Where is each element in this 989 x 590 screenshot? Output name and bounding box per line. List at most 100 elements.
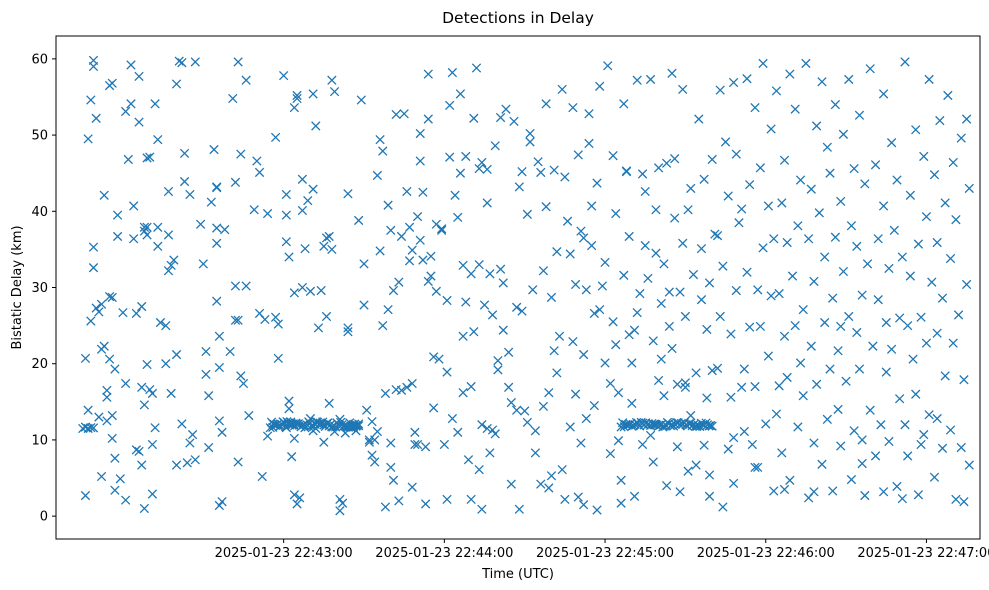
data-point-marker [753, 285, 763, 295]
data-point-marker [190, 57, 200, 67]
data-point-marker [557, 84, 567, 95]
data-point-marker [442, 295, 452, 306]
data-point-marker [616, 475, 626, 485]
data-point-marker [249, 205, 259, 215]
data-point-marker [412, 211, 423, 222]
data-point-marker [857, 458, 867, 469]
data-point-marker [894, 394, 905, 404]
data-point-marker [187, 429, 198, 440]
data-point-marker [212, 223, 222, 233]
data-point-marker [426, 251, 436, 261]
data-point-marker [383, 200, 393, 210]
data-point-marker [134, 117, 144, 127]
data-point-marker [932, 413, 942, 424]
data-point-marker [230, 281, 241, 291]
data-point-marker [611, 208, 621, 219]
data-point-marker [110, 485, 120, 495]
data-point-marker [190, 455, 200, 465]
x-tick-label: 2025-01-23 22:45:00 [536, 546, 674, 561]
data-point-marker [289, 288, 300, 298]
data-point-marker [911, 389, 921, 399]
data-point-marker [878, 487, 889, 497]
data-point-marker [404, 222, 415, 232]
data-point-marker [771, 409, 782, 419]
data-point-marker [886, 138, 897, 148]
data-point-marker [120, 106, 131, 117]
data-point-marker [450, 190, 460, 200]
data-point-marker [458, 331, 468, 341]
data-point-marker [91, 113, 101, 123]
data-point-marker [225, 346, 235, 357]
data-point-marker [672, 379, 683, 389]
data-point-marker [110, 453, 120, 463]
data-point-marker [281, 210, 291, 220]
data-point-marker [570, 389, 581, 399]
data-point-marker [897, 493, 907, 504]
data-point-marker [616, 498, 626, 508]
data-point-marker [629, 325, 640, 335]
data-point-marker [375, 246, 385, 256]
y-tick-label: 10 [31, 433, 48, 448]
data-point-marker [927, 277, 937, 287]
y-tick-label: 0 [40, 510, 48, 525]
data-point-marker [595, 81, 605, 91]
data-point-marker [185, 189, 195, 200]
data-point-marker [651, 248, 661, 258]
data-point-marker [852, 327, 862, 338]
data-point-marker [937, 443, 948, 453]
data-point-marker [683, 205, 693, 215]
data-point-marker [426, 271, 436, 281]
data-point-marker [645, 74, 656, 85]
data-point-marker [745, 179, 755, 190]
data-point-marker [739, 364, 749, 374]
data-point-marker [391, 109, 401, 120]
data-point-marker [538, 401, 549, 412]
data-point-marker [541, 202, 551, 212]
data-point-marker [715, 311, 725, 322]
data-point-marker [675, 287, 685, 297]
data-point-marker [150, 99, 160, 109]
data-point-marker [142, 230, 152, 240]
data-point-marker [410, 439, 420, 450]
data-point-marker [367, 450, 377, 460]
data-point-marker [324, 398, 334, 409]
data-point-marker [343, 327, 353, 337]
data-point-marker [921, 211, 932, 222]
data-point-marker [107, 292, 117, 303]
data-point-marker [335, 506, 345, 516]
data-point-marker [284, 404, 294, 414]
data-point-marker [308, 184, 318, 194]
data-point-marker [445, 100, 455, 111]
data-point-marker [150, 423, 160, 433]
data-point-marker [437, 225, 447, 236]
data-point-marker [474, 163, 484, 174]
data-point-marker [691, 368, 701, 378]
data-point-marker [653, 375, 664, 386]
data-point-marker [179, 176, 190, 187]
data-point-marker [482, 164, 492, 175]
data-point-marker [359, 300, 369, 310]
data-point-marker [929, 472, 940, 482]
data-point-marker [734, 218, 744, 228]
data-point-marker [678, 238, 688, 248]
data-point-marker [651, 205, 661, 215]
data-point-marker [99, 190, 109, 200]
data-point-marker [643, 273, 653, 284]
data-point-marker [453, 427, 463, 437]
data-point-marker [913, 490, 924, 500]
data-point-marker [795, 175, 806, 185]
data-point-marker [836, 441, 846, 451]
data-point-marker [750, 102, 760, 113]
data-point-marker [846, 474, 857, 485]
data-point-marker [766, 291, 776, 301]
data-point-marker [937, 293, 948, 303]
data-point-marker [388, 285, 399, 296]
data-point-marker [627, 358, 637, 368]
data-point-marker [163, 230, 174, 240]
data-point-marker [442, 494, 452, 505]
data-point-marker [120, 495, 131, 505]
data-point-marker [147, 439, 158, 450]
data-point-marker [704, 491, 715, 501]
data-point-marker [185, 438, 195, 448]
data-point-marker [142, 153, 152, 163]
